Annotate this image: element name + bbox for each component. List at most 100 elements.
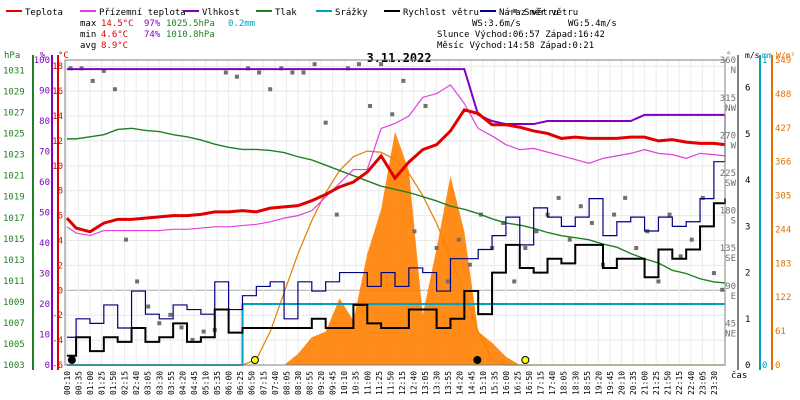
tick-dir-deg: 315 — [720, 94, 736, 104]
wind-direction-point — [168, 312, 173, 317]
tick-x: 21:25 — [652, 371, 661, 395]
tick-wm2: 488 — [775, 90, 791, 100]
stat-max-rain: 0.2mm — [228, 19, 255, 29]
wind-direction-point — [101, 68, 106, 73]
tick-x: 14:20 — [456, 371, 465, 395]
tick-hpa: 1019 — [3, 193, 25, 203]
tick-x: 16:50 — [525, 371, 534, 395]
tick-dir-label: E — [731, 292, 736, 302]
tick-x: 07:40 — [271, 371, 280, 395]
axis-unit-ms: m/s — [745, 51, 760, 60]
legend-label: Srážky — [335, 8, 368, 18]
legend-item-tlak: Tlak — [256, 8, 297, 18]
wind-direction-point — [234, 74, 239, 79]
tick-x: 08:30 — [294, 371, 303, 395]
tick-x: 06:50 — [248, 371, 257, 395]
tick-ms: 6 — [745, 84, 750, 94]
tick-pct: 20 — [39, 300, 50, 310]
tick-dir-deg: 135 — [720, 244, 736, 254]
axis-unit-wm2: W/m² — [776, 51, 795, 60]
tick-x: 01:50 — [109, 371, 118, 395]
axis-unit-hpa: hPa — [4, 51, 20, 61]
legend-label: Rychlost větru — [403, 8, 479, 18]
wind-direction-point — [567, 237, 572, 242]
tick-temp: 2 — [58, 261, 63, 271]
tick-x: 09:20 — [317, 371, 326, 395]
tick-x: 00:10 — [63, 371, 72, 395]
legend-item-vlhkost: Vlhkost — [183, 8, 240, 18]
wind-direction-point — [467, 262, 472, 267]
series-prizemni-teplota — [66, 84, 726, 237]
tick-wm2: 61 — [775, 327, 786, 337]
legend-label: Náraz větru — [499, 8, 559, 18]
tick-x: 22:40 — [687, 371, 696, 395]
tick-x: 18:05 — [560, 371, 569, 395]
tick-x: 14:45 — [467, 371, 476, 395]
tick-pct: 80 — [39, 117, 50, 127]
tick-x: 09:45 — [329, 371, 338, 395]
tick-hpa: 1011 — [3, 277, 25, 287]
legend-item-teplota: Teplota — [6, 8, 63, 18]
tick-dir-deg: 225 — [720, 169, 736, 179]
tick-mm: 0 — [762, 361, 767, 371]
wind-direction-point — [179, 325, 184, 330]
tick-wm2: 305 — [775, 192, 791, 202]
wind-direction-point — [379, 62, 384, 67]
tick-ms: 0 — [745, 361, 750, 371]
stat-ws: WS:3.6m/s — [472, 19, 521, 29]
legend-item-naraz-vetru: Náraz větru — [480, 8, 559, 18]
wind-direction-point — [678, 254, 683, 259]
wind-direction-point — [556, 195, 561, 200]
tick-x: 04:20 — [178, 371, 187, 395]
solar-layer — [66, 131, 726, 366]
stat-max-press: 1025.5hPa — [166, 19, 215, 29]
legend-label: Přízemní teplota — [99, 8, 186, 18]
legend: Teplota Přízemní teplota Vlhkost Tlak Sr… — [6, 8, 578, 18]
tick-pct: 30 — [39, 270, 50, 280]
tick-x: 20:35 — [629, 371, 638, 395]
tick-hpa: 1017 — [3, 214, 25, 224]
tick-pct: 60 — [39, 178, 50, 188]
tick-x: 23:05 — [698, 371, 707, 395]
wind-direction-point — [135, 279, 140, 284]
wind-direction-point — [689, 237, 694, 242]
legend-item-smer-vetru: Směr větru — [507, 8, 578, 18]
series-rychlost-vetru — [66, 198, 726, 357]
tick-dir-deg: 360 — [720, 56, 736, 66]
tick-dir-label: SW — [725, 179, 736, 189]
wind-direction-point — [423, 103, 428, 108]
series-teplota — [65, 108, 726, 234]
tick-x: 20:10 — [617, 371, 626, 395]
tick-pct: 10 — [39, 331, 50, 341]
series-solar — [66, 131, 726, 365]
axis-unit-mm: mm — [762, 51, 772, 60]
tick-wm2: 366 — [775, 158, 791, 168]
tick-wm2: 427 — [775, 124, 791, 134]
tick-x: 16:25 — [513, 371, 522, 395]
tick-x: 17:15 — [537, 371, 546, 395]
wind-direction-point — [720, 287, 725, 292]
stat-wg: WG:5.4m/s — [568, 19, 617, 29]
tick-hpa: 1025 — [3, 130, 25, 140]
tick-dir-deg: 270 — [720, 131, 736, 141]
tick-x: 23:30 — [710, 371, 719, 395]
tick-hpa: 1021 — [3, 172, 25, 182]
tick-hpa: 1009 — [3, 298, 25, 308]
wind-direction-point — [434, 246, 439, 251]
wind-direction-point — [456, 237, 461, 242]
wind-direction-point — [268, 87, 273, 92]
wind-direction-point — [667, 212, 672, 217]
wind-direction-point — [445, 279, 450, 284]
tick-x: 12:15 — [398, 371, 407, 395]
wind-direction-point — [257, 70, 262, 75]
tick-dir-label: SE — [725, 254, 736, 264]
moonrise-marker — [473, 356, 482, 364]
tick-mm: 1 — [762, 56, 767, 66]
tick-ms: 5 — [745, 130, 750, 140]
wind-direction-point — [323, 120, 328, 125]
tick-x: 04:45 — [190, 371, 199, 395]
wind-direction-point — [112, 87, 117, 92]
wind-direction-point — [368, 103, 373, 108]
wind-direction-point — [124, 237, 129, 242]
